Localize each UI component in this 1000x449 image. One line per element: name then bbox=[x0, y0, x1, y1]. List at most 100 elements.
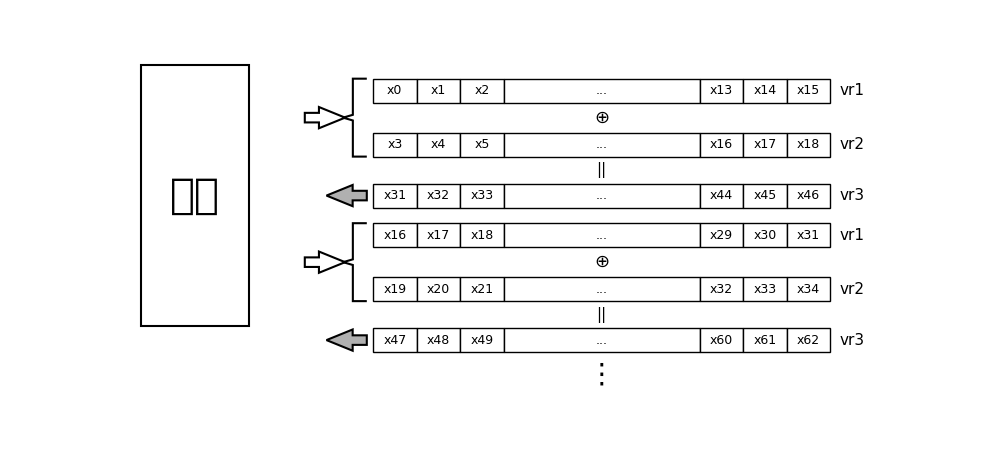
Text: x14: x14 bbox=[753, 84, 776, 97]
Bar bbox=[504, 223, 700, 247]
Text: vr3: vr3 bbox=[840, 333, 865, 348]
Text: x18: x18 bbox=[797, 138, 820, 151]
Text: x31: x31 bbox=[797, 229, 820, 242]
Bar bbox=[373, 328, 417, 352]
Text: ...: ... bbox=[596, 189, 608, 202]
Bar bbox=[787, 184, 830, 207]
Text: ...: ... bbox=[596, 282, 608, 295]
Bar bbox=[417, 132, 460, 157]
Bar bbox=[373, 132, 417, 157]
Text: x34: x34 bbox=[797, 282, 820, 295]
Bar bbox=[373, 184, 417, 207]
Text: x19: x19 bbox=[383, 282, 406, 295]
Text: x0: x0 bbox=[387, 84, 402, 97]
Text: x29: x29 bbox=[710, 229, 733, 242]
Text: x1: x1 bbox=[431, 84, 446, 97]
Bar bbox=[417, 184, 460, 207]
Bar bbox=[700, 277, 743, 301]
Text: x13: x13 bbox=[710, 84, 733, 97]
Text: x46: x46 bbox=[797, 189, 820, 202]
Text: vr1: vr1 bbox=[840, 83, 865, 98]
Bar bbox=[504, 132, 700, 157]
Bar bbox=[700, 223, 743, 247]
Text: x44: x44 bbox=[710, 189, 733, 202]
Text: ...: ... bbox=[596, 334, 608, 347]
Bar bbox=[373, 223, 417, 247]
Text: x31: x31 bbox=[383, 189, 406, 202]
Bar bbox=[417, 277, 460, 301]
Bar bbox=[460, 79, 504, 103]
Bar bbox=[417, 223, 460, 247]
Bar bbox=[460, 184, 504, 207]
Text: x5: x5 bbox=[474, 138, 490, 151]
Text: x21: x21 bbox=[470, 282, 493, 295]
Text: x3: x3 bbox=[387, 138, 402, 151]
Bar bbox=[140, 65, 249, 326]
Bar bbox=[504, 184, 700, 207]
Bar bbox=[787, 277, 830, 301]
Text: x48: x48 bbox=[427, 334, 450, 347]
Text: x17: x17 bbox=[753, 138, 777, 151]
Bar bbox=[743, 184, 787, 207]
Bar bbox=[743, 223, 787, 247]
FancyArrow shape bbox=[326, 185, 367, 206]
Bar bbox=[787, 79, 830, 103]
Bar bbox=[504, 277, 700, 301]
Text: ⊕: ⊕ bbox=[594, 109, 609, 127]
Text: ||: || bbox=[596, 162, 607, 178]
Text: ...: ... bbox=[596, 84, 608, 97]
Bar bbox=[700, 132, 743, 157]
Bar bbox=[504, 328, 700, 352]
Text: vr2: vr2 bbox=[840, 137, 865, 152]
Bar bbox=[743, 79, 787, 103]
Text: x33: x33 bbox=[470, 189, 493, 202]
Bar bbox=[373, 79, 417, 103]
FancyArrow shape bbox=[305, 251, 345, 273]
Bar bbox=[373, 277, 417, 301]
Text: ||: || bbox=[596, 307, 607, 322]
Bar bbox=[787, 223, 830, 247]
Text: vr2: vr2 bbox=[840, 282, 865, 297]
FancyArrow shape bbox=[326, 330, 367, 351]
Bar bbox=[460, 132, 504, 157]
Text: x2: x2 bbox=[474, 84, 489, 97]
Text: x17: x17 bbox=[427, 229, 450, 242]
Text: vr3: vr3 bbox=[840, 188, 865, 203]
Bar bbox=[700, 79, 743, 103]
Text: x32: x32 bbox=[427, 189, 450, 202]
Bar bbox=[743, 132, 787, 157]
Text: vr1: vr1 bbox=[840, 228, 865, 243]
Text: x45: x45 bbox=[753, 189, 777, 202]
Bar bbox=[460, 328, 504, 352]
Text: ⋮: ⋮ bbox=[588, 360, 616, 388]
Text: ...: ... bbox=[596, 138, 608, 151]
Bar bbox=[417, 79, 460, 103]
Text: x32: x32 bbox=[710, 282, 733, 295]
Bar bbox=[504, 79, 700, 103]
Text: x61: x61 bbox=[753, 334, 776, 347]
Text: x30: x30 bbox=[753, 229, 777, 242]
Text: x33: x33 bbox=[753, 282, 776, 295]
Text: x4: x4 bbox=[431, 138, 446, 151]
Text: x16: x16 bbox=[710, 138, 733, 151]
Bar bbox=[743, 328, 787, 352]
Bar bbox=[700, 184, 743, 207]
Bar bbox=[743, 277, 787, 301]
Bar bbox=[787, 132, 830, 157]
Text: ⊕: ⊕ bbox=[594, 253, 609, 271]
Text: x16: x16 bbox=[383, 229, 406, 242]
Bar bbox=[700, 328, 743, 352]
Bar bbox=[460, 277, 504, 301]
Text: x62: x62 bbox=[797, 334, 820, 347]
Text: ...: ... bbox=[596, 229, 608, 242]
Bar bbox=[787, 328, 830, 352]
Text: x60: x60 bbox=[710, 334, 733, 347]
Text: x15: x15 bbox=[797, 84, 820, 97]
Bar bbox=[417, 328, 460, 352]
Text: x18: x18 bbox=[470, 229, 493, 242]
Text: 内存: 内存 bbox=[170, 175, 220, 216]
Bar bbox=[460, 223, 504, 247]
Text: x20: x20 bbox=[427, 282, 450, 295]
Text: x47: x47 bbox=[383, 334, 406, 347]
Text: x49: x49 bbox=[470, 334, 493, 347]
